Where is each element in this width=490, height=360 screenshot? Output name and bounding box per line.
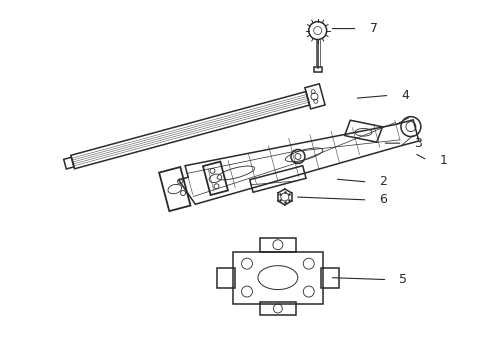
Text: 7: 7	[369, 22, 377, 35]
Text: 4: 4	[401, 89, 409, 102]
Text: 6: 6	[379, 193, 388, 206]
Bar	[233, 252, 323, 303]
Bar	[321, 268, 339, 288]
Bar	[260, 302, 296, 315]
Bar	[260, 238, 296, 252]
Bar	[314, 67, 322, 72]
Bar	[217, 268, 235, 288]
Text: 1: 1	[439, 154, 447, 167]
Text: 2: 2	[379, 175, 388, 189]
Text: 3: 3	[415, 137, 422, 150]
Text: 5: 5	[399, 273, 407, 286]
